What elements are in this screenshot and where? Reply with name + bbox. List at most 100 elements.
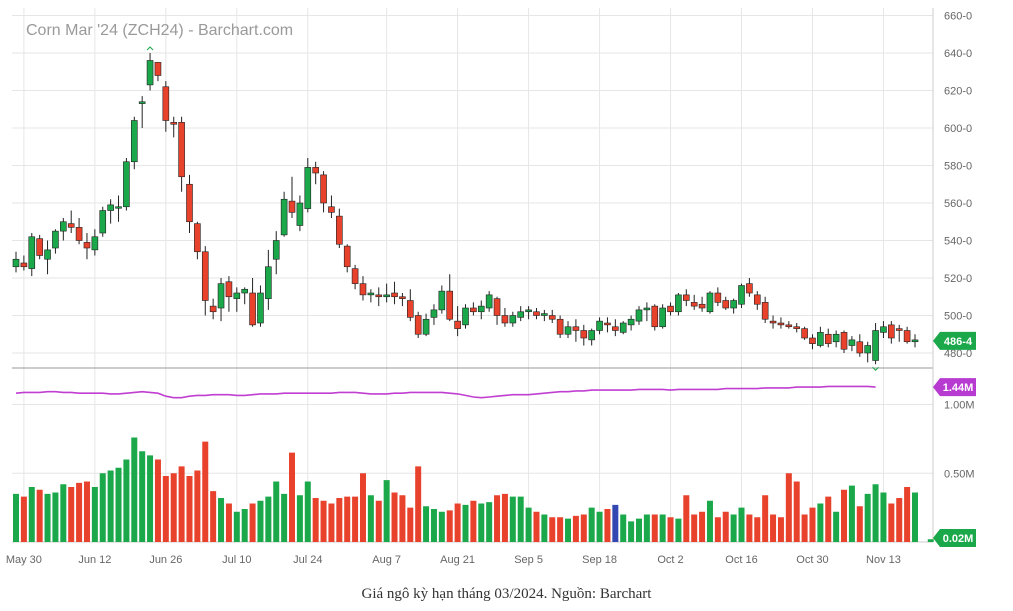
volume-bar (131, 437, 138, 542)
candle-body (36, 238, 43, 256)
volume-bar (580, 514, 587, 542)
price-tick-label: 640-0 (944, 48, 972, 60)
price-tick-label: 560-0 (944, 198, 972, 210)
candle-body (359, 283, 367, 296)
candle-body (793, 326, 801, 329)
volume-bar (912, 492, 918, 542)
volume-bar (462, 504, 469, 542)
candle-body (217, 283, 225, 309)
candle-body (138, 101, 146, 104)
volume-bar (44, 493, 51, 542)
candle-body (391, 292, 398, 298)
open-interest-line (15, 385, 876, 399)
volume-bar (501, 493, 508, 542)
volume-bar (848, 485, 855, 542)
volume-bar (430, 509, 437, 542)
candle-body (367, 292, 375, 296)
candle-body (375, 294, 383, 298)
price-tick-label: 620-0 (944, 86, 972, 98)
volume-bar (864, 493, 871, 542)
volume-bar (494, 495, 501, 542)
candle-body (406, 300, 414, 318)
volume-bar (359, 473, 366, 542)
date-tick-label: Jun 26 (149, 554, 182, 566)
candle-body (99, 210, 107, 234)
candle-body (328, 206, 335, 213)
volume-bar (83, 481, 90, 542)
candle-body (446, 290, 454, 320)
candle-body (194, 223, 201, 253)
volume-bar (470, 500, 477, 542)
candle-body (714, 292, 722, 303)
candle-body (438, 290, 446, 311)
candle-body (824, 333, 832, 344)
candle-body (296, 202, 304, 226)
candle-body (225, 281, 233, 298)
volume-bar (289, 452, 296, 542)
volume-bar (683, 495, 690, 542)
candle-body (312, 167, 319, 174)
price-tick-label: 600-0 (944, 123, 972, 135)
volume-bar (454, 503, 461, 542)
volume-bar (856, 506, 863, 542)
candle-body (667, 305, 674, 313)
volume-bar (241, 509, 248, 542)
candle-body (872, 330, 879, 361)
price-tick-label: 480-0 (944, 348, 972, 360)
volume-bar (367, 495, 374, 542)
volume-last-badge (933, 529, 976, 547)
date-tick-label: Jun 12 (78, 554, 111, 566)
volume-bar (675, 518, 682, 542)
volume-bar (28, 487, 35, 542)
candle-body (588, 330, 595, 341)
candle-body (659, 307, 666, 328)
candle-body (548, 315, 556, 320)
volume-bar (320, 500, 327, 542)
volume-bar (588, 507, 595, 542)
volume-bar (336, 498, 343, 542)
volume-bar (746, 514, 753, 542)
volume-bar (328, 503, 335, 542)
candle-body (75, 227, 83, 241)
volume-bar (478, 503, 485, 542)
volume-bar (888, 503, 895, 542)
candle-body (785, 324, 793, 328)
candle-body (414, 315, 422, 335)
volume-bar (344, 496, 351, 542)
volume-bar (178, 466, 185, 542)
volume-bar (281, 493, 288, 542)
volume-bar (549, 517, 556, 542)
volume-bar (762, 495, 769, 542)
volume-bar (596, 511, 603, 542)
volume-bar (423, 506, 430, 542)
candle-body (556, 318, 564, 335)
price-tick-label: 520-0 (944, 273, 972, 285)
candle-body (462, 307, 469, 326)
volume-bar (612, 504, 619, 542)
candle-body (777, 322, 785, 326)
volume-bar (509, 496, 516, 542)
candle-body (422, 318, 430, 335)
volume-bar (162, 476, 169, 542)
date-tick-label: Jul 24 (293, 554, 322, 566)
candle-body (817, 332, 824, 346)
candle-body (44, 249, 51, 260)
candle-body (304, 167, 312, 209)
volume-bar (754, 517, 761, 542)
volume-bar (52, 492, 59, 542)
volume-bar (785, 473, 792, 542)
candle-body (722, 300, 730, 309)
candle-body (280, 198, 288, 236)
date-tick-label: Sep 18 (582, 554, 617, 566)
price-tick-label: 500-0 (944, 311, 972, 323)
candle-body (107, 204, 114, 211)
chart-caption: Giá ngô kỳ hạn tháng 03/2024. Nguồn: Bar… (361, 586, 652, 602)
volume-bar (722, 511, 729, 542)
volume-bar (904, 487, 911, 542)
volume-bar (139, 451, 146, 542)
volume-bar (841, 489, 848, 542)
volume-bar (123, 459, 130, 542)
candle-body (28, 236, 36, 269)
candle-body (769, 320, 777, 324)
candle-body (343, 245, 351, 268)
